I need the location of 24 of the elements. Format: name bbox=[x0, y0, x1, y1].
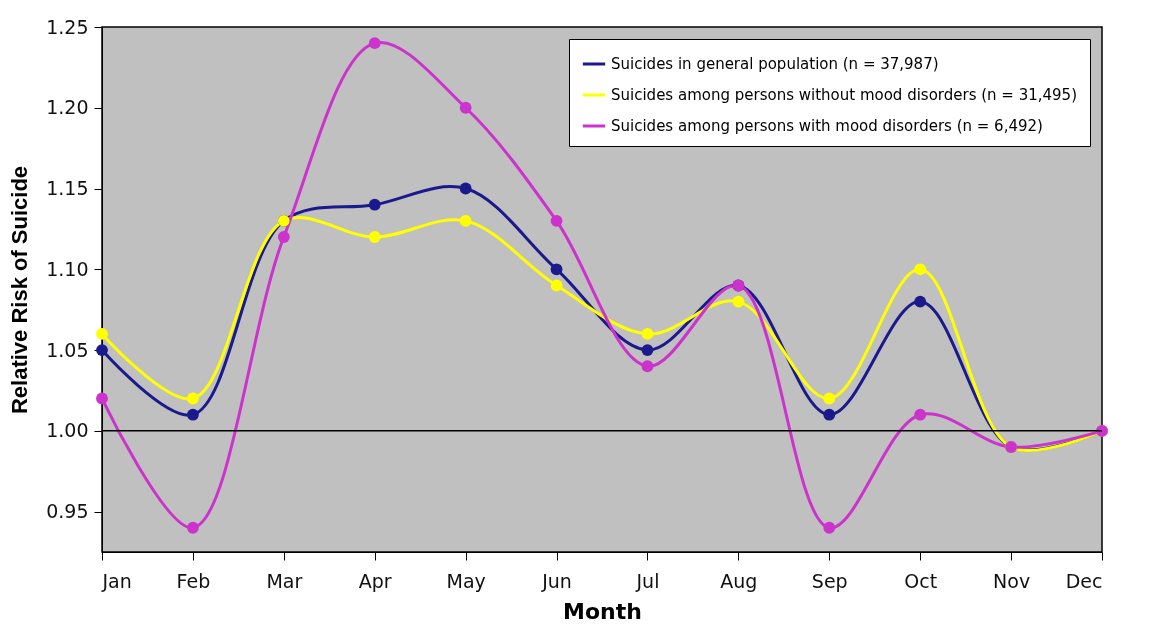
y-tick-label: 0.95 bbox=[46, 500, 89, 523]
legend-label: Suicides among persons with mood disorders (n = 6,492) bbox=[611, 117, 1043, 135]
x-tick-label: Mar bbox=[266, 569, 303, 592]
y-tick-label: 1.25 bbox=[46, 15, 89, 38]
x-tick-label: Aug bbox=[720, 569, 758, 592]
x-tick-label: Feb bbox=[176, 569, 211, 592]
legend-label: Suicides among persons without mood disorders (n = 31,495) bbox=[611, 86, 1078, 104]
y-axis-title: Relative Risk of Suicide bbox=[7, 165, 33, 415]
x-axis-title: Month bbox=[563, 598, 642, 624]
y-tick-label: 1.00 bbox=[46, 419, 89, 442]
y-tick-label: 1.10 bbox=[46, 257, 89, 280]
x-tick-label: Apr bbox=[358, 569, 392, 592]
y-tick-label: 1.15 bbox=[46, 177, 89, 200]
x-tick-label: Oct bbox=[904, 569, 938, 592]
x-tick-label: Sep bbox=[811, 569, 848, 592]
x-tick-label: May bbox=[446, 569, 486, 592]
y-tick-label: 1.20 bbox=[46, 96, 89, 119]
legend-label: Suicides in general population (n = 37,987) bbox=[611, 55, 939, 73]
y-tick-label: 1.05 bbox=[46, 338, 89, 361]
x-tick-label: Jun bbox=[541, 569, 572, 592]
x-tick-label: Nov bbox=[993, 569, 1031, 592]
x-tick-label: Dec bbox=[1065, 569, 1103, 592]
x-tick-label: Jan bbox=[101, 569, 132, 592]
x-tick-label: Jul bbox=[635, 569, 660, 592]
